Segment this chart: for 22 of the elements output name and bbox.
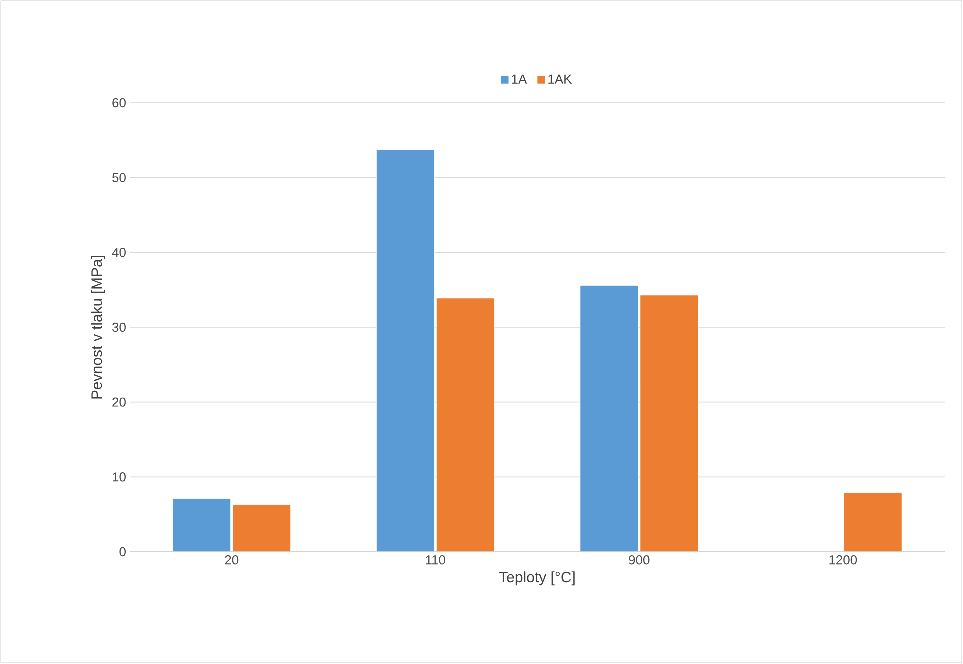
bar [844, 492, 902, 552]
x-tick-label: 1200 [830, 556, 858, 565]
y-tick-label: 30 [112, 322, 126, 332]
y-tick-label: 50 [112, 173, 126, 182]
bar [436, 298, 495, 552]
x-tick-label: 900 [629, 556, 650, 565]
x-axis-title: Teploty [°C] [499, 572, 575, 586]
bar [640, 295, 699, 552]
legend-label: 1AK [548, 74, 572, 84]
x-tick-label: 110 [426, 556, 446, 565]
bar [376, 150, 435, 552]
y-tick-label: 20 [112, 398, 126, 407]
x-tick-label: 20 [225, 556, 239, 565]
y-axis-title: Pevnost v tlaku [MPa] [91, 256, 106, 399]
y-tick-label: 10 [112, 472, 126, 482]
y-tick-label: 40 [112, 248, 126, 258]
y-tick-label: 0 [120, 547, 126, 557]
y-tick-label: 60 [112, 98, 126, 108]
bar [232, 504, 292, 552]
legend-label: 1A [512, 74, 528, 84]
bar [172, 498, 232, 552]
bar [580, 285, 639, 552]
